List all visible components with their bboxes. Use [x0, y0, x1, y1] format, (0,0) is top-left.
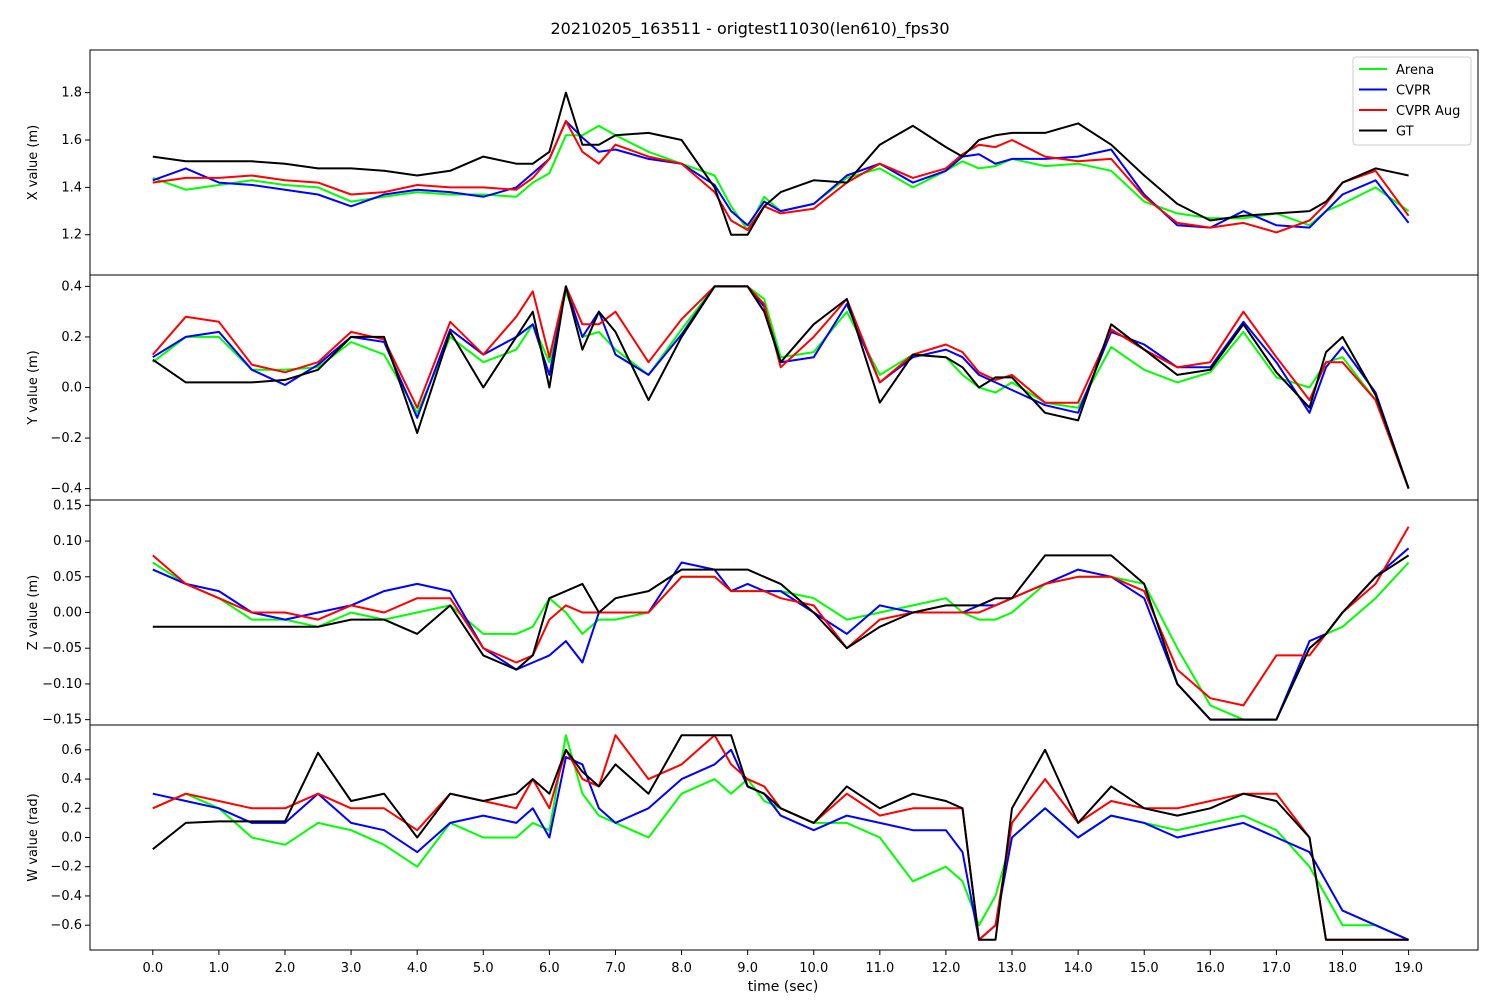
x-tick-label: 2.0	[275, 961, 296, 976]
series-line-cvpr-aug	[152, 526, 1410, 707]
series-line-gt	[152, 91, 1409, 236]
x-tick-label: 15.0	[1130, 961, 1159, 976]
y-tick-label: −0.05	[42, 641, 82, 656]
series-line-gt	[152, 734, 1409, 941]
y-axis-label: X value (m)	[26, 125, 41, 201]
x-tick-label: 10.0	[799, 961, 828, 976]
subplot-1: 1.2 1.4 1.6 1.8 X value (m)	[26, 49, 1479, 276]
y-tick-label: 0.10	[53, 534, 82, 549]
x-tick-label: 14.0	[1064, 961, 1093, 976]
subplot-3: −0.15 −0.10 −0.05 0.00 0.05 0.10 0.15 Z value (…	[26, 498, 1479, 728]
y-tick-label: 0.2	[61, 801, 82, 816]
subplot-2: −0.4 −0.2 0.0 0.2 0.4 Y value (m)	[26, 274, 1479, 501]
legend-label-gt: GT	[1396, 125, 1414, 140]
y-tick-label: 0.00	[53, 606, 82, 621]
x-tick-label: 19.0	[1394, 961, 1423, 976]
series-line-gt	[152, 554, 1410, 721]
figure-title: 20210205_163511 - origtest11030(len610)_…	[551, 19, 950, 39]
y-tick-label: −0.4	[50, 889, 82, 904]
x-tick-label: 17.0	[1262, 961, 1291, 976]
series-line-arena	[152, 734, 1410, 941]
series-line-cvpr	[152, 120, 1410, 229]
x-tick-label: 16.0	[1196, 961, 1225, 976]
y-tick-label: −0.6	[50, 918, 82, 933]
y-tick-label: 0.05	[53, 570, 82, 585]
y-tick-label: 0.2	[61, 330, 82, 345]
series-line-arena	[152, 124, 1410, 231]
x-tick-label: 6.0	[539, 961, 560, 976]
y-tick-label: 0.0	[61, 381, 82, 396]
y-tick-label: 0.6	[61, 743, 82, 758]
y-tick-label: −0.2	[50, 860, 82, 875]
x-tick-label: 12.0	[931, 961, 960, 976]
x-tick-label: 11.0	[865, 961, 894, 976]
series-line-gt	[152, 285, 1410, 489]
x-tick-label: 13.0	[998, 961, 1027, 976]
legend-box	[1352, 56, 1472, 146]
y-axis-label: W value (rad)	[26, 793, 41, 881]
y-axis-label: Z value (m)	[26, 575, 41, 651]
x-tick-label: 4.0	[407, 961, 428, 976]
x-tick-label: 3.0	[341, 961, 362, 976]
y-tick-label: 1.2	[61, 228, 82, 243]
legend-label-cvpr-aug: CVPR Aug	[1396, 104, 1460, 119]
x-tick-label: 0.0	[142, 961, 163, 976]
x-tick-label: 7.0	[605, 961, 626, 976]
y-tick-label: 0.4	[61, 279, 82, 294]
shared-x-axis: 0.0 1.0 2.0 3.0 4.0 5.0 6.0 7.0 8.0 9.0 10.0 11.0 12…	[142, 950, 1423, 976]
y-tick-label: −0.10	[42, 677, 82, 692]
y-tick-label: 1.6	[61, 133, 82, 148]
y-tick-label: 0.15	[53, 498, 82, 513]
x-tick-label: 9.0	[737, 961, 758, 976]
y-tick-label: 0.0	[61, 831, 82, 846]
legend: Arena CVPR CVPR Aug GT	[1352, 56, 1472, 146]
y-tick-label: −0.2	[50, 431, 82, 446]
x-tick-label: 18.0	[1328, 961, 1357, 976]
x-tick-label: 5.0	[473, 961, 494, 976]
series-line-cvpr-aug	[152, 285, 1410, 489]
y-tick-label: 0.4	[61, 772, 82, 787]
y-tick-label: 1.8	[61, 86, 82, 101]
subplot-4: −0.6 −0.4 −0.2 0.0 0.2 0.4 0.6 W value (rad)	[26, 724, 1479, 951]
y-tick-label: −0.4	[50, 482, 82, 497]
y-tick-label: 1.4	[61, 180, 82, 195]
subplots: 1.2 1.4 1.6 1.8 X value (m) −0.4 −0.2 0.0 0.2 0.4…	[26, 49, 1479, 951]
x-tick-label: 8.0	[671, 961, 692, 976]
x-axis-label: time (sec)	[748, 979, 819, 995]
x-tick-label: 1.0	[209, 961, 230, 976]
y-axis-label: Y value (m)	[26, 350, 41, 426]
legend-label-cvpr: CVPR	[1396, 84, 1431, 99]
legend-label-arena: Arena	[1396, 63, 1434, 78]
y-tick-label: −0.15	[42, 713, 82, 728]
